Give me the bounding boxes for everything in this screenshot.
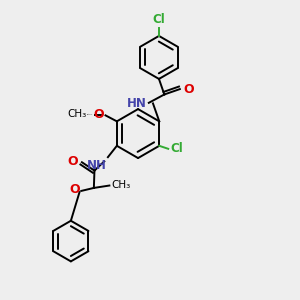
- Text: O: O: [183, 82, 194, 96]
- Text: NH: NH: [87, 159, 107, 172]
- Text: Cl: Cl: [153, 14, 165, 26]
- Text: O: O: [68, 154, 78, 167]
- Text: O: O: [94, 108, 104, 121]
- Text: Cl: Cl: [170, 142, 183, 155]
- Text: methoxy: methoxy: [87, 113, 93, 115]
- Text: CH₃: CH₃: [111, 180, 130, 190]
- Text: O: O: [69, 183, 80, 196]
- Text: HN: HN: [127, 97, 147, 110]
- Text: CH₃: CH₃: [68, 110, 87, 119]
